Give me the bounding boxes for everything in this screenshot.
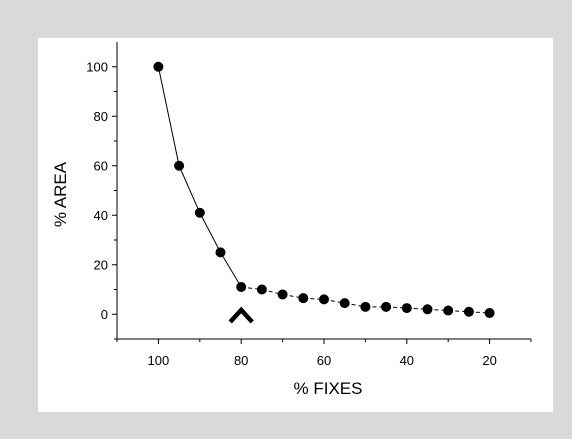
data-point: [195, 208, 205, 218]
series-segment: [158, 67, 179, 166]
data-point: [464, 307, 474, 317]
data-point: [360, 302, 370, 312]
data-point: [153, 62, 163, 72]
data-point: [298, 293, 308, 303]
x-tick-label: 40: [400, 353, 414, 368]
y-tick-label: 40: [94, 208, 108, 223]
y-tick-label: 20: [94, 257, 108, 272]
y-axis-title: % AREA: [51, 161, 70, 227]
series-segment: [200, 213, 221, 253]
y-tick-label: 100: [86, 59, 108, 74]
series-points: [153, 62, 494, 318]
data-point: [319, 294, 329, 304]
y-tick-label: 60: [94, 158, 108, 173]
x-axis-title: % FIXES: [294, 379, 363, 398]
x-tick-label: 80: [234, 353, 248, 368]
data-point: [236, 282, 246, 292]
caret-marker-icon: [230, 310, 252, 322]
y-ticks: 0 20 40 60 80 100: [86, 59, 117, 339]
data-point: [174, 161, 184, 171]
series-lines: [158, 67, 489, 313]
x-ticks: 100 80 60 40 20: [117, 339, 531, 368]
data-point: [423, 304, 433, 314]
data-point: [340, 298, 350, 308]
annotations: [230, 310, 252, 322]
series-segment: [179, 166, 200, 213]
x-tick-label: 100: [148, 353, 170, 368]
data-point: [216, 247, 226, 257]
series-segment: [221, 252, 242, 287]
x-tick-label: 60: [317, 353, 331, 368]
y-tick-label: 80: [94, 109, 108, 124]
data-point: [257, 285, 267, 295]
data-point: [381, 302, 391, 312]
y-tick-label: 0: [101, 307, 108, 322]
data-point: [443, 306, 453, 316]
x-tick-label: 20: [482, 353, 496, 368]
data-point: [278, 289, 288, 299]
data-point: [402, 303, 412, 313]
data-point: [485, 308, 495, 318]
